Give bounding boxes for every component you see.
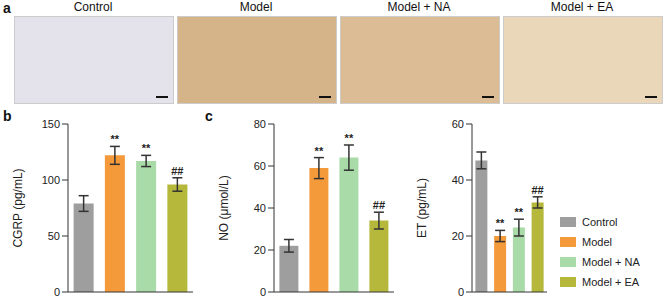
svg-text:20: 20 — [452, 230, 464, 242]
svg-text:100: 100 — [42, 174, 60, 186]
svg-text:**: ** — [515, 206, 524, 218]
svg-text:80: 80 — [254, 118, 266, 130]
html-text:Control: Control — [73, 0, 113, 14]
html-text:Model + NA: Model + NA — [582, 256, 640, 268]
svg-text:150: 150 — [42, 118, 60, 130]
svg-text:40: 40 — [452, 174, 464, 186]
svg-text:0: 0 — [260, 286, 266, 298]
svg-text:60: 60 — [452, 118, 464, 130]
html-text:a: a — [3, 0, 11, 16]
svg-text:20: 20 — [254, 244, 266, 256]
svg-text:60: 60 — [254, 160, 266, 172]
html-text:Model: Model — [582, 236, 612, 248]
html-text:Model + EA: Model + EA — [582, 276, 640, 288]
svg-text:NO (μmol/L): NO (μmol/L) — [217, 175, 231, 241]
html-text:b: b — [3, 108, 12, 124]
html-text:c: c — [205, 108, 213, 124]
svg-text:CGRP (pg/mL): CGRP (pg/mL) — [11, 168, 25, 247]
html-text:Model: Model — [239, 0, 273, 14]
svg-text:40: 40 — [254, 202, 266, 214]
svg-text:**: ** — [142, 142, 151, 154]
html-text:Control: Control — [582, 216, 618, 228]
svg-text:0: 0 — [458, 286, 464, 298]
svg-text:**: ** — [496, 217, 505, 229]
html-text:Model + EA: Model + EA — [550, 0, 614, 14]
svg-text:**: ** — [111, 133, 120, 145]
svg-text:0: 0 — [54, 286, 60, 298]
html-text:Model + NA: Model + NA — [387, 0, 451, 14]
svg-text:##: ## — [532, 184, 544, 196]
svg-text:##: ## — [373, 199, 385, 211]
svg-text:ET (pg/mL): ET (pg/mL) — [415, 178, 429, 238]
svg-text:**: ** — [315, 145, 324, 157]
svg-text:50: 50 — [48, 230, 60, 242]
svg-text:##: ## — [171, 165, 183, 177]
svg-text:**: ** — [345, 132, 354, 144]
